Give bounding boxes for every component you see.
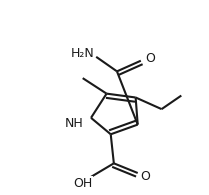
- Text: NH: NH: [65, 117, 84, 130]
- Text: H₂N: H₂N: [71, 47, 95, 60]
- Text: OH: OH: [73, 177, 92, 190]
- Text: O: O: [145, 52, 155, 65]
- Text: O: O: [140, 170, 150, 183]
